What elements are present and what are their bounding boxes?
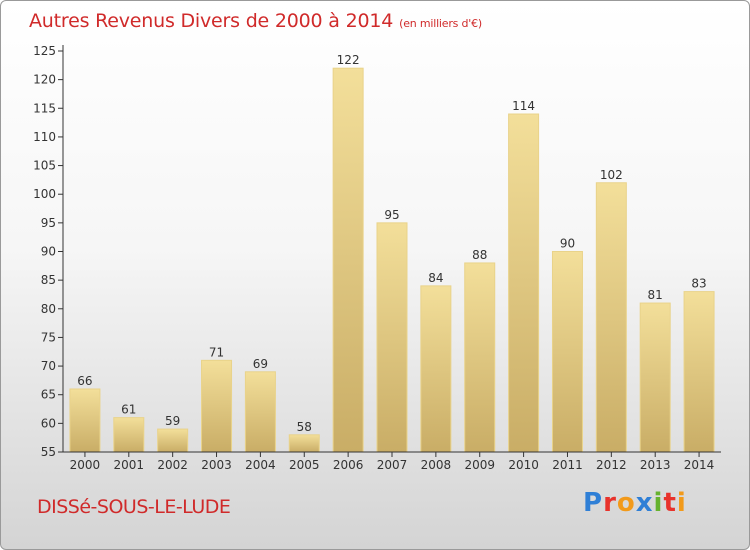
bar [683, 291, 715, 453]
chart-unit: (en milliers d'€) [399, 17, 483, 30]
bar [464, 262, 496, 453]
y-tick-label: 120 [33, 73, 56, 87]
y-tick-label: 85 [41, 273, 56, 287]
y-tick-label: 90 [41, 245, 56, 259]
data-label: 90 [560, 237, 575, 251]
logo-letter: o [616, 488, 636, 518]
data-label: 88 [472, 248, 487, 262]
x-tick-label: 2014 [684, 458, 715, 472]
bar [639, 302, 671, 453]
x-tick-label: 2012 [596, 458, 627, 472]
data-label: 71 [209, 345, 224, 359]
chart-title-text: Autres Revenus Divers de 2000 à 2014 [29, 10, 394, 32]
data-label: 66 [77, 374, 92, 388]
y-tick-label: 75 [41, 330, 56, 344]
x-tick-label: 2004 [245, 458, 276, 472]
bar [551, 251, 583, 453]
data-label: 95 [384, 208, 399, 222]
y-tick-label: 55 [41, 445, 56, 459]
bar [288, 434, 320, 453]
x-tick-label: 2000 [70, 458, 101, 472]
data-label: 84 [428, 271, 443, 285]
bar [201, 359, 233, 453]
x-tick-label: 2008 [421, 458, 452, 472]
x-tick-label: 2005 [289, 458, 320, 472]
bar [332, 67, 364, 453]
y-tick-label: 80 [41, 302, 56, 316]
data-label: 59 [165, 414, 180, 428]
proxiti-logo: Proxiti [583, 488, 687, 518]
bar [244, 371, 276, 453]
x-tick-label: 2007 [377, 458, 408, 472]
logo-letter: P [583, 488, 604, 518]
bar [157, 428, 189, 453]
logo-letter: r [603, 488, 617, 518]
logo-letter: i [676, 488, 687, 518]
y-tick-label: 70 [41, 359, 56, 373]
x-tick-label: 2010 [508, 458, 539, 472]
bar [508, 113, 540, 453]
y-tick-label: 65 [41, 388, 56, 402]
logo-letter: t [663, 488, 677, 518]
y-tick-label: 60 [41, 416, 56, 430]
x-tick-label: 2002 [157, 458, 188, 472]
x-tick-label: 2013 [640, 458, 671, 472]
bar [113, 417, 145, 453]
y-tick-label: 115 [33, 101, 56, 115]
logo-letter: i [653, 488, 664, 518]
y-tick-label: 110 [33, 130, 56, 144]
data-label: 114 [512, 99, 535, 113]
data-label: 102 [600, 168, 623, 182]
x-tick-label: 2003 [201, 458, 232, 472]
data-label: 81 [648, 288, 663, 302]
bar [595, 182, 627, 453]
bar [420, 285, 452, 453]
logo-letter: x [635, 488, 654, 518]
y-tick-label: 95 [41, 216, 56, 230]
chart-title: Autres Revenus Divers de 2000 à 2014 (en … [29, 10, 482, 32]
y-tick-label: 100 [33, 187, 56, 201]
commune-name: DISSé-SOUS-LE-LUDE [37, 496, 231, 518]
bar [69, 388, 101, 453]
data-label: 122 [337, 53, 360, 67]
data-label: 83 [691, 277, 706, 291]
data-label: 58 [297, 420, 312, 434]
data-label: 69 [253, 357, 268, 371]
y-tick-label: 105 [33, 159, 56, 173]
x-tick-label: 2011 [552, 458, 583, 472]
x-tick-label: 2006 [333, 458, 364, 472]
y-tick-label: 125 [33, 44, 56, 58]
bar [376, 222, 408, 453]
x-tick-label: 2001 [114, 458, 145, 472]
x-tick-label: 2009 [464, 458, 495, 472]
data-label: 61 [121, 403, 136, 417]
